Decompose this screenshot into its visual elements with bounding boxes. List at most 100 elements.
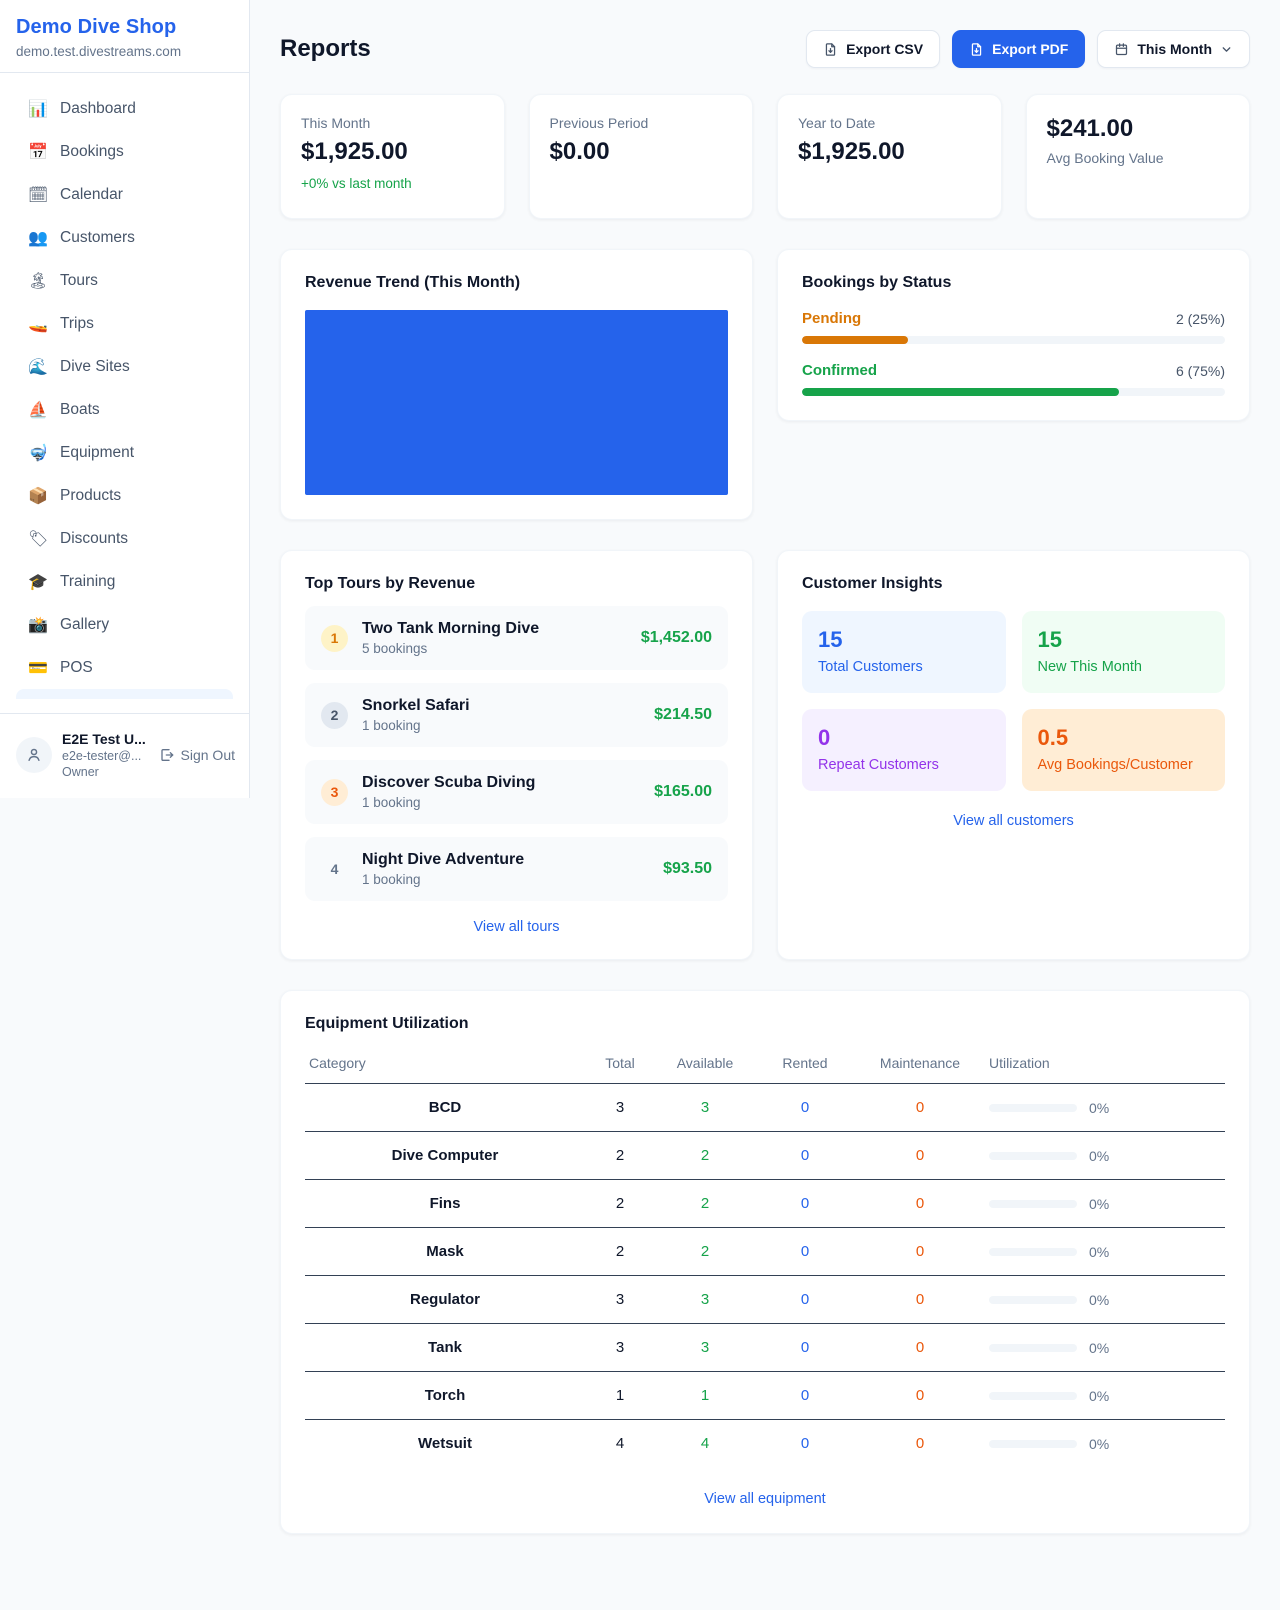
sidebar-item-customers[interactable]: 👥 Customers <box>12 216 237 259</box>
utilization-pct: 0% <box>1089 1387 1110 1404</box>
sidebar-item-gallery[interactable]: 📸 Gallery <box>12 603 237 646</box>
wave-icon: 🌊 <box>28 358 48 376</box>
diving-mask-icon: 🤿 <box>28 444 48 462</box>
sidebar-item-label: Calendar <box>60 185 123 203</box>
table-row: Wetsuit 4 4 0 0 0% <box>305 1420 1225 1468</box>
view-all-customers-link[interactable]: View all customers <box>953 813 1074 829</box>
status-bar-fill <box>802 388 1120 396</box>
equip-category: Regulator <box>305 1275 585 1324</box>
tour-name: Night Dive Adventure <box>362 851 525 868</box>
sidebar-item-tours[interactable]: 🏝 Tours <box>12 259 237 302</box>
utilization-bar <box>989 1247 1077 1256</box>
tour-bookings: 1 booking <box>362 872 421 887</box>
table-row: Torch 1 1 0 0 0% <box>305 1371 1225 1420</box>
revenue-trend-chart <box>305 310 728 495</box>
utilization-bar <box>989 1103 1077 1112</box>
equip-maintenance: 0 <box>915 1435 925 1452</box>
island-icon: 🏝 <box>28 272 49 290</box>
view-all-tours-link[interactable]: View all tours <box>473 919 560 935</box>
status-bar-fill <box>802 336 908 344</box>
sidebar-item-reports-active-partial[interactable] <box>16 689 233 699</box>
sidebar-item-dive-sites[interactable]: 🌊 Dive Sites <box>12 345 237 388</box>
sidebar-item-boats[interactable]: ⛵ Boats <box>12 388 237 431</box>
utilization-bar <box>989 1391 1077 1400</box>
sidebar-item-products[interactable]: 📦 Products <box>12 474 237 517</box>
tour-name: Discover Scuba Diving <box>362 774 536 791</box>
sidebar-item-equipment[interactable]: 🤿 Equipment <box>12 431 237 474</box>
export-csv-button[interactable]: Export CSV <box>806 30 941 68</box>
brand-block: Demo Dive Shop demo.test.divestreams.com <box>0 0 249 73</box>
equip-rented: 0 <box>800 1435 810 1452</box>
stat-card-this-month: This Month $1,925.00 +0% vs last month <box>280 94 505 219</box>
sidebar-item-label: Tours <box>60 271 98 289</box>
equipment-utilization-card: Equipment Utilization Category Total Ava… <box>280 990 1250 1534</box>
col-utilization: Utilization <box>985 1047 1225 1084</box>
logout-icon <box>160 749 173 761</box>
view-all-equipment-link[interactable]: View all equipment <box>704 1491 826 1507</box>
sidebar-item-label: Products <box>60 486 122 504</box>
chevron-down-icon <box>1222 46 1231 52</box>
stat-value: $0.00 <box>549 138 610 165</box>
export-pdf-button[interactable]: Export PDF <box>952 30 1086 68</box>
col-maintenance: Maintenance <box>855 1047 985 1084</box>
export-pdf-label: Export PDF <box>992 41 1069 57</box>
person-icon <box>28 748 40 761</box>
stat-value: $1,925.00 <box>301 138 408 165</box>
tour-revenue: $214.50 <box>654 706 712 723</box>
sidebar-item-label: Gallery <box>60 615 110 633</box>
tile-label: Repeat Customers <box>818 757 939 773</box>
charts-row: Revenue Trend (This Month) Bookings by S… <box>280 249 1250 520</box>
sidebar-item-bookings[interactable]: 📅 Bookings <box>12 130 237 173</box>
top-tours-title: Top Tours by Revenue <box>305 575 476 592</box>
equip-rented: 0 <box>755 1131 855 1180</box>
tile-label: Total Customers <box>818 659 923 675</box>
status-count: 2 (25%) <box>1175 310 1225 327</box>
sidebar-item-discounts[interactable]: 🏷 Discounts <box>12 517 237 560</box>
equip-available: 3 <box>655 1083 755 1132</box>
revenue-trend-title: Revenue Trend (This Month) <box>305 274 521 291</box>
utilization-pct: 0% <box>1089 1435 1110 1452</box>
utilization-pct: 0% <box>1089 1291 1110 1308</box>
equip-available: 2 <box>655 1131 755 1180</box>
sign-out-button[interactable]: Sign Out <box>159 747 235 763</box>
stat-label: Year to Date <box>798 115 876 131</box>
tour-name: Snorkel Safari <box>362 697 470 714</box>
top-tours-card: Top Tours by Revenue 1 Two Tank Morning … <box>280 550 753 960</box>
customer-insights-card: Customer Insights 15 Total Customers 15 … <box>777 550 1250 960</box>
utilization-pct: 0% <box>1089 1147 1110 1164</box>
page-header: Reports Export CSV Export PDF This Month <box>280 30 1250 68</box>
sidebar-item-calendar[interactable]: 🗓 Calendar <box>12 173 237 216</box>
stat-card-year-to-date: Year to Date $1,925.00 <box>777 94 1002 219</box>
export-csv-label: Export CSV <box>846 41 924 57</box>
tile-repeat-customers: 0 Repeat Customers <box>802 709 1006 791</box>
sidebar-item-label: POS <box>60 658 93 676</box>
utilization-bar <box>989 1295 1077 1304</box>
sidebar-item-label: Equipment <box>60 443 135 461</box>
tour-revenue: $1,452.00 <box>640 629 712 646</box>
rank-badge: 3 <box>321 778 348 806</box>
bookings-by-status-card: Bookings by Status Pending 2 (25%) Confi… <box>777 249 1250 421</box>
sidebar-item-training[interactable]: 🎓 Training <box>12 560 237 603</box>
equip-category: Dive Computer <box>305 1131 585 1180</box>
user-email: e2e-tester@... <box>62 749 142 763</box>
calendar-icon <box>1116 42 1128 55</box>
brand-name: Demo Dive Shop <box>16 16 177 38</box>
equip-total: 3 <box>585 1083 655 1132</box>
equip-maintenance: 0 <box>855 1371 985 1420</box>
tour-row: 4 Night Dive Adventure 1 booking $93.50 <box>305 837 728 901</box>
equip-maintenance: 0 <box>855 1179 985 1228</box>
sidebar-item-trips[interactable]: 🚤 Trips <box>12 302 237 345</box>
equip-available: 2 <box>655 1227 755 1276</box>
tile-value: 15 <box>818 627 843 652</box>
period-dropdown[interactable]: This Month <box>1097 30 1250 68</box>
equip-total: 2 <box>585 1179 655 1228</box>
sidebar-item-label: Dive Sites <box>60 357 130 375</box>
utilization-bar <box>989 1151 1077 1160</box>
lists-row: Top Tours by Revenue 1 Two Tank Morning … <box>280 550 1250 960</box>
status-label: Pending <box>802 310 862 327</box>
equip-maintenance: 0 <box>855 1083 985 1132</box>
file-download-icon <box>971 42 982 56</box>
sidebar-item-dashboard[interactable]: 📊 Dashboard <box>12 87 237 130</box>
status-count: 6 (75%) <box>1175 362 1225 379</box>
sidebar-item-pos[interactable]: 💳 POS <box>12 646 237 689</box>
